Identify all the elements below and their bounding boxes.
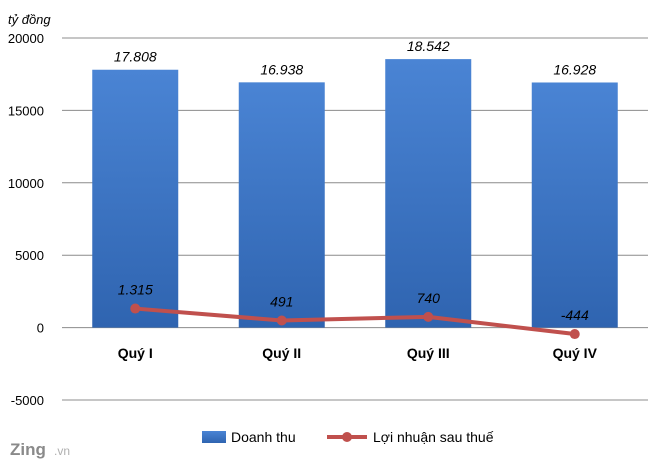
watermark-brand: Zing: [10, 440, 46, 459]
unit-label: tỷ đồng: [8, 12, 51, 27]
watermark-suffix: .vn: [54, 444, 70, 458]
line-data-label: 740: [417, 290, 441, 306]
bar: [385, 59, 472, 328]
line-point: [130, 303, 141, 314]
line-data-label: 491: [270, 293, 293, 309]
bar-data-label: 17.808: [114, 49, 157, 65]
legend-label-line: Lợi nhuận sau thuế: [373, 429, 494, 445]
bar-series: [92, 59, 618, 328]
bar-data-label: 18.542: [407, 38, 450, 54]
line-point: [423, 311, 434, 322]
legend: Doanh thu Lợi nhuận sau thuế: [202, 429, 494, 445]
y-tick-label: 0: [37, 321, 44, 336]
watermark-logo: Zing .vn: [10, 440, 70, 459]
y-tick-label: 5000: [15, 248, 44, 263]
category-labels: Quý I Quý II Quý III Quý IV: [118, 345, 598, 361]
y-axis-ticks: -5000 0 5000 10000 15000 20000: [8, 31, 44, 408]
legend-marker-line: [342, 432, 352, 442]
line-point: [276, 315, 287, 326]
category-label: Quý III: [407, 345, 450, 361]
category-label: Quý I: [118, 345, 153, 361]
line-point: [569, 329, 580, 340]
legend-swatch-bar: [202, 431, 226, 443]
profit-line: [135, 306, 575, 337]
bar-data-label: 16.928: [553, 61, 596, 77]
bar: [92, 69, 179, 328]
y-tick-label: -5000: [11, 393, 44, 408]
line-data-label: 1.315: [118, 282, 153, 298]
bar: [238, 82, 325, 328]
bar: [531, 82, 618, 328]
line-series: [130, 303, 580, 340]
y-tick-label: 10000: [8, 176, 44, 191]
y-tick-label: 15000: [8, 103, 44, 118]
data-labels: 17.808 16.938 18.542 16.928 1.315 491 740 -444: [114, 38, 597, 323]
legend-label-bar: Doanh thu: [231, 429, 296, 445]
bar-data-label: 16.938: [260, 61, 303, 77]
y-tick-label: 20000: [8, 31, 44, 46]
line-data-label: -444: [561, 307, 589, 323]
category-label: Quý IV: [553, 345, 598, 361]
category-label: Quý II: [262, 345, 301, 361]
